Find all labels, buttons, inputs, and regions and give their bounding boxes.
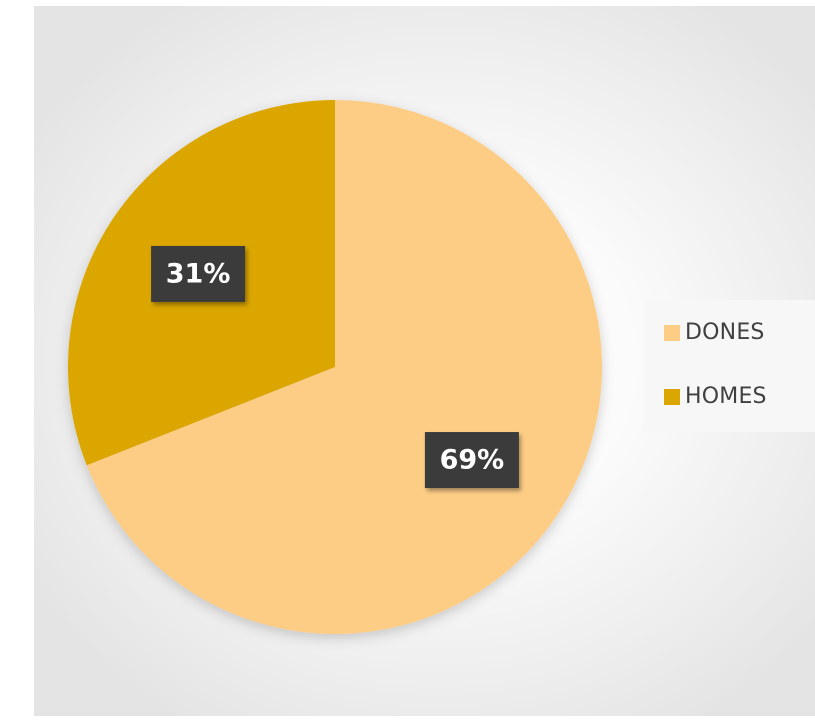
data-label-box-dones bbox=[424, 432, 519, 489]
pie-slice-dones bbox=[86, 100, 602, 635]
legend-swatch-homes bbox=[664, 388, 680, 405]
legend-swatch-dones bbox=[664, 324, 680, 341]
data-label-text-dones: 69% bbox=[440, 445, 505, 476]
pie-slices bbox=[68, 100, 602, 635]
data-label-homes: 31% bbox=[151, 245, 246, 302]
pie-data-labels: 69% 31% bbox=[151, 245, 519, 489]
legend-label-homes: HOMES bbox=[685, 384, 767, 409]
data-label-text-homes: 31% bbox=[166, 258, 231, 289]
chart-legend: DONES HOMES bbox=[644, 300, 815, 432]
data-label-dones: 69% bbox=[424, 432, 519, 489]
data-label-box-homes bbox=[151, 245, 246, 302]
legend-label-dones: DONES bbox=[685, 320, 765, 345]
legend-item-dones: DONES bbox=[664, 320, 765, 345]
legend-item-homes: HOMES bbox=[664, 384, 767, 409]
